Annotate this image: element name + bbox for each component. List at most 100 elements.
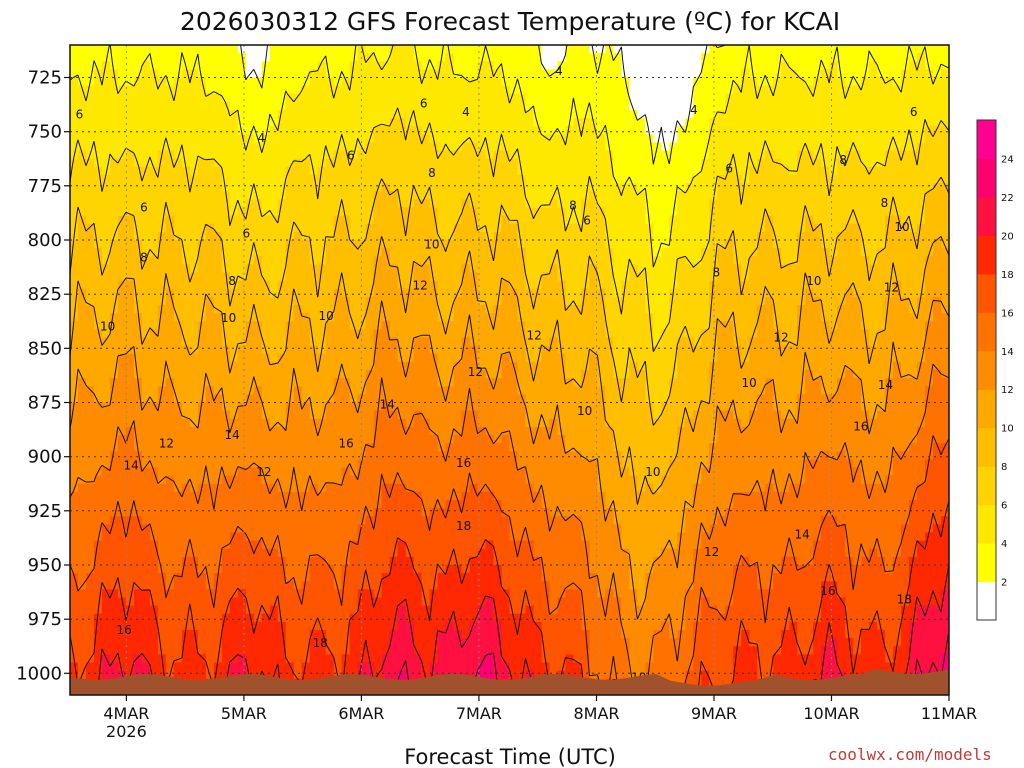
band-cell [85, 45, 95, 54]
band-cell [549, 110, 559, 119]
band-cell [461, 378, 471, 387]
band-cell [70, 305, 79, 314]
band-cell [253, 150, 263, 160]
band-cell [941, 280, 949, 290]
band-cell [541, 215, 551, 225]
band-cell [573, 272, 583, 282]
band-cell [909, 329, 918, 339]
band-cell [493, 183, 503, 192]
band-cell [901, 264, 910, 274]
band-cell [885, 175, 894, 184]
band-cell [613, 207, 622, 217]
band-cell [261, 134, 271, 144]
band-cell [725, 175, 734, 184]
band-cell [813, 378, 822, 387]
band-cell [837, 240, 846, 249]
band-cell [341, 337, 351, 347]
band-cell [189, 345, 199, 355]
band-cell [85, 118, 95, 127]
band-cell [637, 175, 646, 184]
band-cell [605, 361, 614, 371]
band-cell [341, 199, 351, 209]
band-cell [245, 175, 255, 184]
band-cell [765, 118, 774, 127]
band-cell [125, 361, 135, 371]
band-cell [581, 199, 591, 209]
band-cell [261, 85, 271, 95]
band-cell [709, 142, 718, 152]
band-cell [149, 150, 159, 160]
band-cell [901, 248, 910, 257]
band-cell [789, 256, 798, 265]
band-cell [557, 280, 567, 290]
band-cell [581, 215, 591, 225]
band-cell [509, 223, 519, 233]
band-cell [173, 353, 183, 363]
band-cell [645, 166, 654, 176]
band-cell [565, 191, 575, 200]
band-cell [389, 280, 399, 290]
band-cell [661, 329, 670, 339]
band-cell [133, 215, 143, 225]
band-cell [85, 321, 95, 330]
band-cell [901, 118, 910, 127]
band-cell [413, 199, 423, 209]
band-cell [381, 150, 391, 160]
band-cell [869, 85, 878, 95]
band-cell [165, 175, 175, 184]
band-cell [781, 85, 790, 95]
band-cell [733, 296, 742, 306]
band-cell [469, 248, 479, 257]
band-cell [413, 45, 423, 54]
band-cell [237, 126, 247, 135]
band-cell [701, 305, 710, 314]
band-cell [149, 378, 159, 387]
band-cell [533, 101, 543, 111]
band-cell [573, 110, 583, 119]
band-cell [573, 231, 583, 241]
band-cell [925, 142, 934, 152]
band-cell [677, 183, 686, 192]
band-cell [813, 183, 822, 192]
band-cell [437, 402, 447, 412]
band-cell [93, 313, 103, 322]
band-cell [749, 207, 758, 217]
band-cell [237, 305, 247, 314]
band-cell [725, 77, 734, 87]
band-cell [405, 378, 415, 387]
band-cell [213, 370, 223, 379]
band-cell [565, 69, 575, 79]
band-cell [101, 337, 111, 347]
band-cell [533, 150, 543, 160]
band-cell [165, 126, 175, 135]
band-cell [837, 134, 846, 144]
band-cell [149, 288, 159, 298]
band-cell [237, 223, 247, 233]
band-cell [741, 134, 750, 144]
band-cell [813, 207, 822, 217]
band-cell [925, 207, 934, 217]
band-cell [557, 378, 567, 387]
band-cell [189, 53, 199, 62]
band-cell [85, 53, 95, 62]
band-cell [357, 207, 367, 217]
band-cell [797, 353, 806, 363]
band-cell [677, 321, 686, 330]
band-cell [365, 402, 375, 412]
band-cell [461, 85, 471, 95]
band-cell [101, 313, 111, 322]
band-cell [93, 183, 103, 192]
band-cell [309, 305, 319, 314]
band-cell [205, 158, 215, 168]
band-cell [765, 345, 774, 355]
band-cell [101, 134, 111, 144]
band-cell [501, 158, 511, 168]
band-cell [845, 345, 854, 355]
band-cell [597, 175, 606, 184]
band-cell [477, 45, 487, 54]
band-cell [181, 93, 191, 103]
band-cell [773, 386, 782, 395]
chart-title: 2026030312 GFS Forecast Temperature (ºC)… [180, 7, 840, 36]
band-cell [645, 321, 654, 330]
band-cell [877, 158, 886, 168]
